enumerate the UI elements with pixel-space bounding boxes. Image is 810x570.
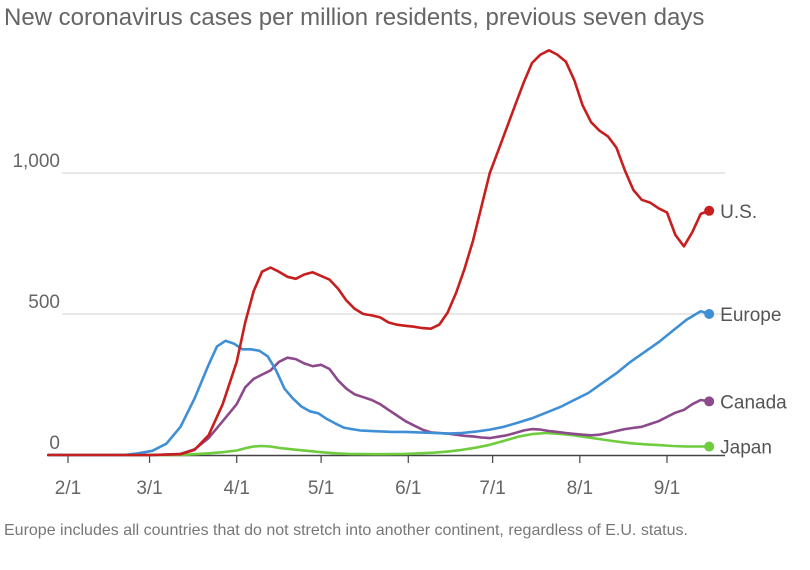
series-endpoints: Japan Canada Europe U.S.	[704, 202, 787, 459]
series-label-canada: Canada	[720, 392, 787, 413]
series-line-us	[47, 49, 711, 457]
y-axis-labels: 0 500 1,000	[12, 151, 60, 454]
grid-lines	[62, 172, 725, 315]
chart-title: New coronavirus cases per million reside…	[4, 4, 705, 31]
series-line-europe	[47, 309, 711, 457]
y-tick-label: 1,000	[12, 151, 60, 172]
series-endpoint-us	[704, 205, 715, 216]
y-tick-label: 500	[28, 292, 60, 313]
x-tick-label: 9/1	[654, 478, 680, 499]
x-tick-label: 3/1	[136, 478, 162, 499]
series-label-europe: Europe	[720, 305, 781, 326]
chart-footnote: Europe includes all countries that do no…	[4, 522, 688, 539]
series-endpoint-canada	[704, 396, 715, 407]
x-tick-label: 4/1	[224, 478, 250, 499]
x-tick-label: 5/1	[308, 478, 334, 499]
x-axis: 2/1 3/1 4/1 5/1 6/1 7/1 8/1 9/1	[55, 454, 725, 499]
x-tick-label: 2/1	[55, 478, 81, 499]
series-lines	[47, 49, 711, 457]
series-label-us: U.S.	[720, 202, 757, 223]
series-endpoint-europe	[704, 309, 715, 319]
series-endpoint-japan	[704, 441, 715, 452]
x-tick-label: 8/1	[567, 478, 593, 499]
x-tick-label: 6/1	[395, 478, 421, 499]
x-tick-label: 7/1	[479, 478, 505, 499]
y-tick-label: 0	[49, 433, 60, 454]
series-label-japan: Japan	[720, 438, 772, 459]
series-line-japan	[47, 431, 711, 457]
